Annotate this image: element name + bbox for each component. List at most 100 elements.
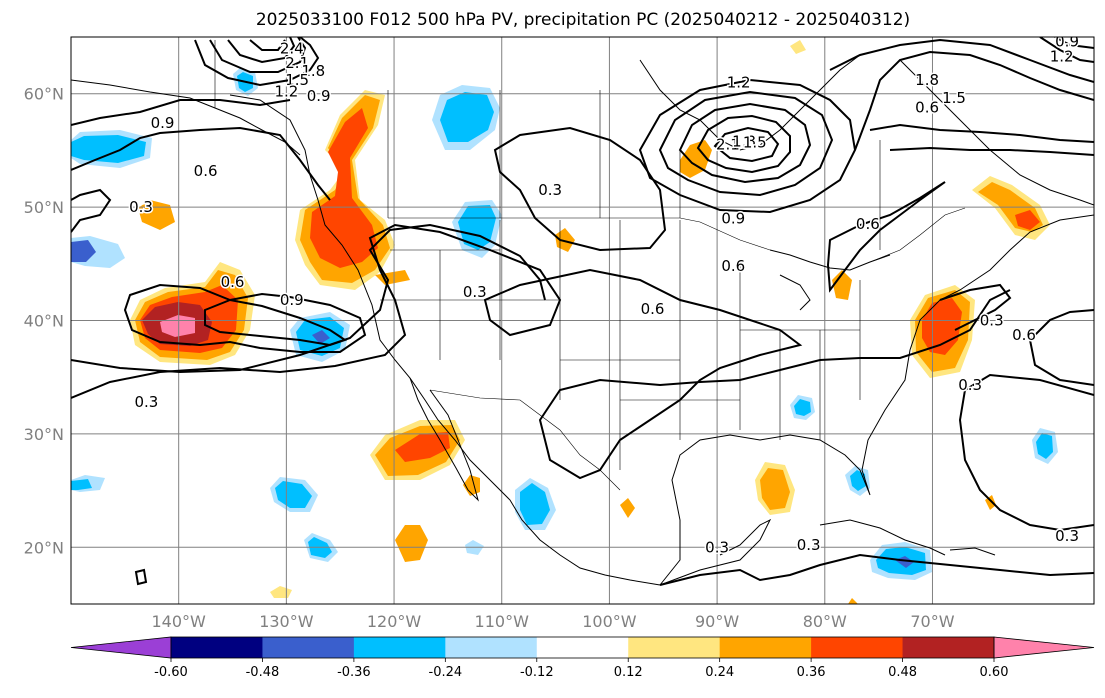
precip-anomaly-positive [848,598,858,604]
colorbar-bin [811,637,904,658]
precip-anomaly-negative [71,240,96,262]
pv-contour [123,283,367,353]
pv-contour-label: 1.2 [274,82,298,100]
lat-tick-label: 60°N [24,85,64,104]
pv-contour-label: 0.6 [221,273,245,291]
colorbar-tick-label: 0.12 [614,665,643,680]
pv-contour-label: 0.6 [856,215,880,233]
colorbar-frame [170,636,995,659]
colorbar: -0.60 -0.48 -0.36 -0.24 -0.12 0.12 0.24 0.36 0.4… [70,636,1095,680]
lon-tick-label: 70°W [910,612,954,631]
coastline-labrador [899,59,1094,206]
pv-contour [826,181,946,293]
precip-anomaly-positive [832,270,852,300]
pv-contour-label: 1.5 [285,71,309,89]
pv-contour-label: 0.6 [641,300,665,318]
pv-contour [659,553,1094,586]
colorbar-extend-high [993,636,1095,659]
pv-contour [194,37,320,87]
pv-contours [71,37,1094,586]
lat-tick-label: 20°N [24,538,64,557]
precip-anomaly-negative [71,479,92,490]
pv-contour [227,37,296,64]
pv-contour-label: 0.3 [980,312,1004,330]
pv-contour-label: 0.9 [307,87,331,105]
pv-contour-label: 0.3 [1055,527,1079,545]
pv-contour [71,99,291,126]
lon-tick-label: 120°W [367,612,422,631]
pv-contour [658,90,834,197]
pv-contour [678,102,812,184]
colorbar-tick-label: -0.36 [337,665,371,680]
coastline-pacific [229,94,661,586]
coastline-cuba [819,519,946,556]
latitude-labels: 20°N 30°N 40°N 50°N 60°N [24,85,64,558]
map-frame [70,36,1095,605]
precip-anomaly-positive [790,40,806,54]
pv-contour-label: 1.5 [942,89,966,107]
pv-contour [71,223,546,374]
coastline-baja [409,377,479,502]
pv-contour [1054,37,1094,49]
lat-tick-label: 30°N [24,425,64,444]
lon-tick-label: 140°W [152,612,207,631]
coastline-hispaniola [949,547,996,556]
pv-contour-label: 0.3 [463,283,487,301]
figure-title: 2025033100 F012 500 hPa PV, precipitatio… [256,10,910,30]
pv-contour [939,283,1012,331]
coastline-yucatan [659,518,772,586]
pv-contour [71,223,1011,480]
precip-anomaly-positive [395,432,450,462]
pv-contour-label: 1.5 [743,133,767,151]
precip-anomaly-negative [71,135,146,163]
pv-contour [134,568,148,586]
colorbar-tick-label: 0.24 [705,665,734,680]
colorbar-bin [262,637,355,658]
pv-contour-label: 0.3 [538,181,562,199]
colorbar-tick-label: -0.12 [520,665,554,680]
colorbar-tick-label: -0.60 [154,665,188,680]
longitude-labels: 140°W 130°W 120°W 110°W 100°W 90°W 80°W 70°W [152,612,955,631]
precip-anomaly-negative [794,399,811,416]
pv-contour [493,126,667,252]
lat-tick-label: 40°N [24,312,64,331]
pv-contour-label: 0.6 [915,98,939,116]
pv-contour-label: 1.2 [727,73,751,91]
pv-contour [1028,309,1094,386]
pv-contour-label: 2.1 [285,54,309,72]
pv-contour [204,298,348,347]
pv-contour [869,123,1094,143]
pv-contour-label: 0.3 [705,538,729,556]
pv-contour [958,373,1094,532]
pv-contour-label: 0.9 [280,291,304,309]
pv-contour-label: 0.3 [958,376,982,394]
pv-contour-label: 1.8 [301,62,325,80]
lon-tick-label: 80°W [803,612,847,631]
pv-contour [249,39,286,51]
colorbar-bin [171,637,263,658]
colorbar-bin [445,637,538,658]
colorbar-tick-label: 0.36 [797,665,826,680]
pv-contour [71,188,112,233]
colorbar-tick-label: -0.48 [246,665,280,680]
pv-contour [71,126,331,201]
precip-anomaly-positive [760,468,790,510]
lon-tick-label: 130°W [259,612,314,631]
pv-contour-label: 0.9 [721,209,745,227]
colorbar-extend-low [70,636,172,659]
colorbar-bin [353,637,446,658]
lon-tick-label: 100°W [582,612,637,631]
colorbar-tick-label: -0.24 [429,665,463,680]
colorbar-bin [719,637,812,658]
pv-contour [696,114,791,174]
precip-anomaly-negative [275,481,312,508]
pv-contour [713,126,780,163]
lon-tick-label: 90°W [695,612,739,631]
province-lines [387,90,881,250]
coastlines [71,54,1094,586]
pv-contour-labels: 2.42.11.81.51.2 0.90.90.60.30.60.90.30.30… [128,37,1081,558]
colorbar-tick-label: 0.48 [888,665,917,680]
precip-anomaly-positive [1015,210,1040,230]
map-panel: 2.42.11.81.51.2 0.90.90.60.30.60.90.30.30… [71,37,1094,604]
